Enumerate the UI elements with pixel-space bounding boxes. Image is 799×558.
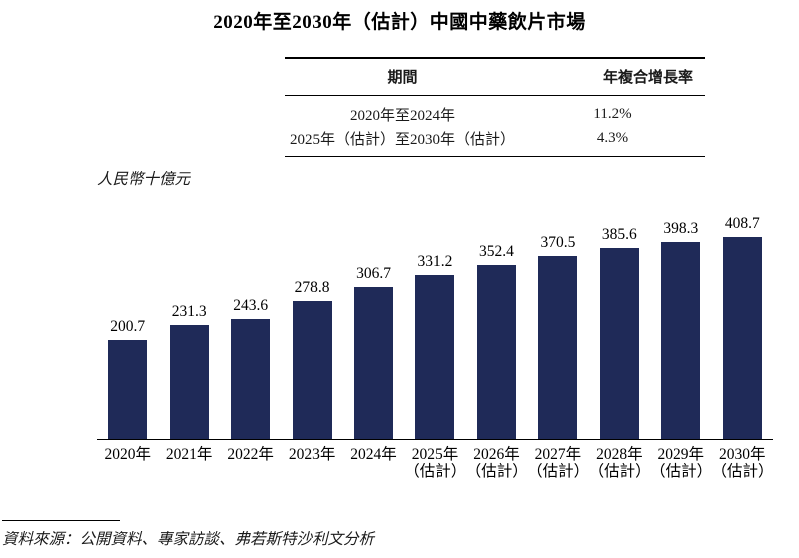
source-note: 資料來源：公開資料、專家訪談、弗若斯特沙利文分析 bbox=[2, 531, 375, 548]
bar-chart-plot: 200.7 231.3 243.6 278.8 306.7 331.2 352.4 370.5… bbox=[97, 205, 773, 440]
bar-group: 331.2 bbox=[404, 205, 465, 439]
source-divider bbox=[2, 520, 120, 521]
bar-value-label: 200.7 bbox=[110, 317, 146, 335]
bar-group: 306.7 bbox=[343, 205, 404, 439]
x-axis-label: 2024年 bbox=[350, 446, 397, 463]
bar bbox=[169, 324, 209, 439]
bar-value-label: 278.8 bbox=[294, 279, 330, 297]
bar-value-label: 352.4 bbox=[479, 242, 514, 260]
x-axis-label: 2026年 （估計） bbox=[465, 446, 528, 480]
cagr-table-header-cagr: 年複合增長率 bbox=[602, 70, 693, 86]
bar-value-label: 231.3 bbox=[171, 302, 207, 320]
bar bbox=[415, 275, 455, 439]
x-axis-label: 2030年 （估計） bbox=[711, 446, 774, 480]
table-row: 2025年（估計）至2030年（估計） 4.3% bbox=[285, 125, 705, 156]
bar-group: 370.5 bbox=[527, 205, 588, 439]
bar bbox=[354, 287, 394, 439]
bar-group: 408.7 bbox=[712, 205, 773, 439]
bar bbox=[538, 255, 578, 439]
bar-value-label: 370.5 bbox=[540, 233, 576, 251]
bar bbox=[231, 318, 271, 439]
chart-title: 2020年至2030年（估計）中國中藥飲片市場 bbox=[213, 12, 586, 33]
bar bbox=[476, 264, 516, 439]
bar bbox=[722, 237, 762, 439]
x-axis-label: 2021年 bbox=[165, 446, 213, 463]
bar-group: 385.6 bbox=[589, 205, 650, 439]
x-axis-label: 2027年 （估計） bbox=[527, 446, 590, 480]
bar bbox=[661, 242, 701, 439]
cagr-cell: 4.3% bbox=[596, 130, 629, 146]
x-axis-label: 2028年 （估計） bbox=[588, 446, 651, 480]
bar-value-label: 306.7 bbox=[356, 265, 391, 283]
cagr-table: 期間 年複合增長率 2020年至2024年 11.2% 2025年（估計）至20… bbox=[285, 57, 705, 157]
x-axis-label: 2029年 （估計） bbox=[650, 446, 713, 480]
bar-value-label: 331.2 bbox=[417, 253, 453, 271]
bar-group: 398.3 bbox=[650, 205, 711, 439]
x-axis-label: 2025年 （估計） bbox=[404, 446, 467, 480]
bar-value-label: 398.3 bbox=[663, 220, 699, 238]
bar-chart-xlabels: 2020年 2021年 2022年 2023年 2024年 2025年 （估計） 2026年（… bbox=[97, 446, 773, 480]
cagr-cell: 11.2% bbox=[593, 106, 632, 122]
bar-group: 278.8 bbox=[281, 205, 342, 439]
period-cell: 2025年（估計）至2030年（估計） bbox=[289, 132, 515, 148]
bar-value-label: 408.7 bbox=[724, 215, 760, 232]
x-axis-label: 2020年 bbox=[104, 446, 151, 463]
x-axis-label: 2023年 bbox=[288, 446, 336, 463]
cagr-table-header-period: 期間 bbox=[387, 70, 418, 86]
bar-group: 200.7 bbox=[97, 205, 158, 439]
bar-group: 231.3 bbox=[158, 205, 219, 439]
bar-group: 352.4 bbox=[466, 205, 527, 439]
bar-group: 243.6 bbox=[220, 205, 281, 439]
y-axis-unit-label: 人民幣十億元 bbox=[97, 171, 191, 188]
table-row: 2020年至2024年 11.2% bbox=[285, 96, 705, 125]
bar bbox=[599, 248, 639, 439]
bar-value-label: 385.6 bbox=[601, 226, 637, 244]
x-axis-label: 2022年 bbox=[227, 446, 274, 463]
bar bbox=[292, 301, 332, 439]
bar bbox=[108, 339, 148, 439]
period-cell: 2020年至2024年 bbox=[349, 108, 455, 124]
cagr-table-header: 期間 年複合增長率 bbox=[285, 59, 705, 96]
bar-value-label: 243.6 bbox=[233, 296, 269, 314]
